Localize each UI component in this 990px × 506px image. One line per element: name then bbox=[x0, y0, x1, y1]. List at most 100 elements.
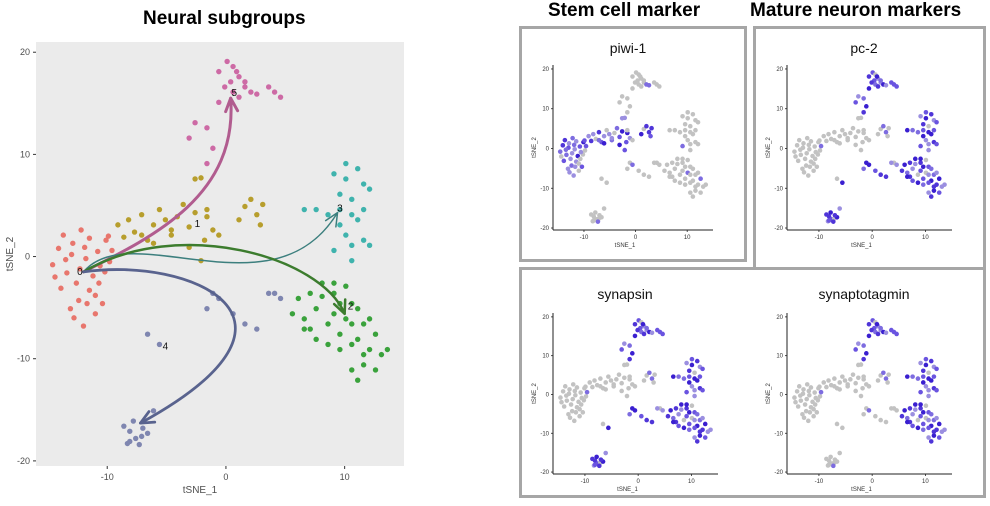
cell-point bbox=[632, 408, 638, 413]
y-tick-label: -10 bbox=[540, 186, 549, 192]
cell-point bbox=[928, 194, 934, 199]
cell-point bbox=[808, 139, 814, 144]
cell-point bbox=[801, 170, 807, 175]
cell-point bbox=[848, 377, 853, 382]
cell-point-cluster-2 bbox=[295, 295, 302, 302]
cell-point bbox=[567, 170, 572, 175]
cell-point bbox=[812, 390, 817, 395]
cell-point-cluster-2 bbox=[307, 326, 313, 332]
cell-point bbox=[811, 168, 816, 174]
cell-point bbox=[697, 374, 703, 379]
cell-point bbox=[837, 133, 842, 139]
cell-point bbox=[572, 146, 577, 152]
cell-point-cluster-5 bbox=[192, 120, 198, 126]
cell-point-cluster-1 bbox=[168, 232, 175, 238]
cell-point bbox=[832, 137, 837, 143]
cell-point-cluster-3 bbox=[349, 211, 355, 218]
cell-point bbox=[936, 421, 942, 427]
cell-point bbox=[695, 119, 701, 125]
cell-point bbox=[687, 141, 693, 147]
synaptotagmin-plot: synaptotagmin -10 0 10 20 10 0 -10 -20 tSNE_1 tSNE… bbox=[766, 286, 952, 493]
cell-point-cluster-2 bbox=[349, 300, 355, 307]
cell-point bbox=[883, 330, 889, 336]
cell-point bbox=[692, 387, 697, 393]
cell-point bbox=[630, 351, 635, 356]
cell-point bbox=[812, 402, 818, 407]
cell-point bbox=[826, 131, 831, 137]
cell-point-cluster-1 bbox=[236, 217, 242, 223]
cell-point bbox=[567, 387, 572, 392]
cell-point bbox=[676, 411, 681, 417]
cell-point bbox=[902, 162, 907, 168]
cell-point bbox=[856, 362, 861, 368]
cell-point-cluster-1 bbox=[192, 209, 198, 216]
cell-point bbox=[920, 176, 926, 182]
cell-point-cluster-2 bbox=[343, 316, 349, 322]
cell-point bbox=[687, 190, 693, 195]
cell-point bbox=[672, 178, 678, 183]
cell-point bbox=[677, 129, 683, 135]
cell-point bbox=[804, 396, 809, 402]
cell-point bbox=[920, 421, 926, 427]
cell-point bbox=[904, 374, 910, 379]
cell-point bbox=[566, 411, 571, 417]
cell-point bbox=[875, 84, 881, 89]
cell-point bbox=[856, 115, 861, 121]
cell-point bbox=[934, 170, 939, 176]
cell-point-cluster-3 bbox=[355, 217, 361, 223]
cell-point bbox=[681, 425, 687, 431]
panel-background bbox=[36, 42, 404, 466]
y-tick-label: 0 bbox=[780, 392, 784, 398]
cell-point bbox=[824, 138, 829, 144]
cell-point bbox=[632, 321, 638, 327]
cell-point bbox=[569, 408, 575, 414]
cell-point bbox=[672, 166, 678, 172]
cell-point bbox=[801, 387, 806, 392]
cell-point bbox=[702, 421, 708, 427]
cell-point bbox=[842, 378, 848, 383]
cell-point bbox=[861, 411, 866, 417]
cell-point bbox=[804, 150, 809, 156]
cell-point-cluster-1 bbox=[131, 229, 138, 235]
cell-point bbox=[573, 139, 579, 144]
cell-point-cluster-1 bbox=[210, 227, 216, 233]
cell-point-cluster-4 bbox=[265, 290, 272, 297]
cell-point bbox=[682, 182, 688, 187]
x-tick-label: 10 bbox=[684, 235, 691, 241]
cell-point-cluster-5 bbox=[265, 84, 272, 90]
cell-point bbox=[700, 415, 705, 421]
cell-point bbox=[942, 182, 947, 187]
cell-point bbox=[574, 385, 580, 390]
cell-point bbox=[686, 410, 692, 415]
cell-point bbox=[579, 395, 585, 401]
cell-point bbox=[910, 127, 915, 133]
cell-point-cluster-1 bbox=[121, 234, 127, 240]
cell-point bbox=[853, 134, 858, 140]
cell-point-cluster-1 bbox=[254, 211, 260, 218]
cell-point bbox=[622, 362, 627, 368]
cell-point bbox=[920, 410, 926, 415]
cell-point-cluster-1 bbox=[198, 175, 204, 181]
cell-point bbox=[596, 129, 602, 135]
cell-point bbox=[625, 127, 630, 133]
cell-point-cluster-1 bbox=[204, 214, 210, 220]
cell-point bbox=[894, 408, 899, 413]
cell-point bbox=[599, 176, 604, 182]
x-tick-label: 10 bbox=[340, 472, 350, 482]
cell-point bbox=[700, 366, 705, 372]
cell-point-cluster-5 bbox=[204, 125, 210, 131]
cell-point bbox=[926, 180, 931, 185]
cell-point bbox=[818, 143, 824, 149]
cell-point bbox=[582, 148, 588, 153]
cell-point-cluster-4 bbox=[127, 428, 133, 434]
cell-point bbox=[561, 404, 567, 409]
cell-point bbox=[560, 143, 566, 148]
cell-point-cluster-1 bbox=[162, 217, 169, 223]
cell-point bbox=[595, 219, 601, 224]
cell-point-cluster-3 bbox=[349, 196, 355, 203]
cell-point bbox=[923, 403, 929, 409]
cell-point bbox=[569, 150, 575, 156]
cell-point-cluster-4 bbox=[254, 326, 260, 332]
cell-point bbox=[915, 376, 921, 381]
cell-point-cluster-2 bbox=[360, 321, 367, 327]
